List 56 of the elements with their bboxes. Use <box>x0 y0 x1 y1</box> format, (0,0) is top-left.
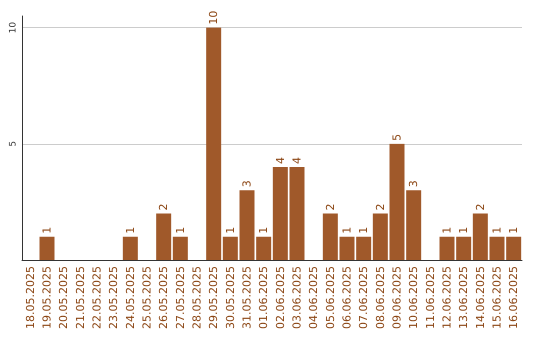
data-label: 1 <box>224 226 237 234</box>
x-tick-label: 09.06.2025 <box>390 266 404 330</box>
x-tick-label: 25.05.2025 <box>140 266 154 330</box>
x-tick-label: 31.05.2025 <box>240 266 254 330</box>
data-label: 1 <box>40 226 54 234</box>
data-label: 1 <box>357 226 370 234</box>
x-tick-label: 28.05.2025 <box>190 266 204 330</box>
data-label: 2 <box>474 204 487 211</box>
data-label: 2 <box>157 204 170 211</box>
x-tick-label: 21.05.2025 <box>74 266 87 330</box>
x-tick-label: 12.06.2025 <box>440 266 454 330</box>
x-tick-label: 29.05.2025 <box>207 266 220 330</box>
x-tick-label: 13.06.2025 <box>457 266 470 330</box>
data-label: 2 <box>374 204 387 211</box>
x-tick-label: 20.05.2025 <box>57 266 70 330</box>
data-label: 1 <box>490 226 504 234</box>
x-tick-label: 18.05.2025 <box>24 266 37 330</box>
x-tick-label: 22.05.2025 <box>90 266 104 330</box>
x-tick-label: 15.06.2025 <box>490 266 504 330</box>
data-label: 1 <box>507 226 520 234</box>
x-tick-label: 19.05.2025 <box>40 266 54 330</box>
x-tick-label: 07.06.2025 <box>357 266 370 330</box>
data-label: 2 <box>324 204 337 211</box>
x-tick-label: 14.06.2025 <box>474 266 487 330</box>
data-label: 4 <box>290 157 304 164</box>
x-tick-label: 27.05.2025 <box>174 266 187 330</box>
bar <box>206 28 222 260</box>
data-label: 1 <box>257 226 270 234</box>
x-tick-label: 02.06.2025 <box>274 266 287 330</box>
x-tick-label: 11.06.2025 <box>424 266 437 330</box>
x-tick-label: 30.05.2025 <box>224 266 237 330</box>
x-tick-label: 24.05.2025 <box>124 266 137 330</box>
x-tick-label: 06.06.2025 <box>340 266 354 330</box>
data-label: 1 <box>124 226 137 234</box>
bar <box>156 214 172 260</box>
x-tick-label: 10.06.2025 <box>407 266 420 330</box>
data-label: 1 <box>174 226 187 234</box>
data-label: 10 <box>207 10 220 25</box>
data-label: 1 <box>440 226 454 234</box>
data-label: 3 <box>240 180 254 188</box>
data-label: 5 <box>390 134 404 141</box>
data-label: 3 <box>407 180 420 188</box>
bar <box>122 236 138 260</box>
bar <box>40 236 54 260</box>
x-tick-label: 04.06.2025 <box>307 266 320 330</box>
data-label: 1 <box>457 226 470 234</box>
x-tick-label: 05.06.2025 <box>324 266 337 330</box>
x-tick-label: 08.06.2025 <box>374 266 387 330</box>
x-tick-label: 23.05.2025 <box>107 266 120 330</box>
x-tick-label: 03.06.2025 <box>290 266 304 330</box>
x-tick-label: 01.06.2025 <box>257 266 270 330</box>
x-tick-label: 16.06.2025 <box>507 266 520 330</box>
data-label: 4 <box>274 157 287 164</box>
x-tick-label: 26.05.2025 <box>157 266 170 330</box>
bar <box>172 236 188 260</box>
data-label: 1 <box>340 226 354 234</box>
